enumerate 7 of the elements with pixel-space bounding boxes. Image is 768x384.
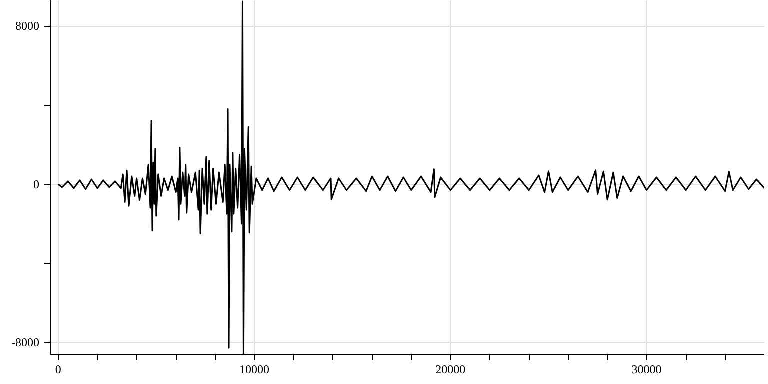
x-tick-label: 20000 xyxy=(436,362,466,376)
y-tick-label: 8000 xyxy=(16,19,40,34)
y-tick-label: 0 xyxy=(34,177,40,192)
y-tick-label: -8000 xyxy=(12,336,40,350)
x-tick-label: 30000 xyxy=(632,362,662,376)
x-tick-label: 10000 xyxy=(240,362,270,376)
x-tick-label: 0 xyxy=(55,362,62,376)
